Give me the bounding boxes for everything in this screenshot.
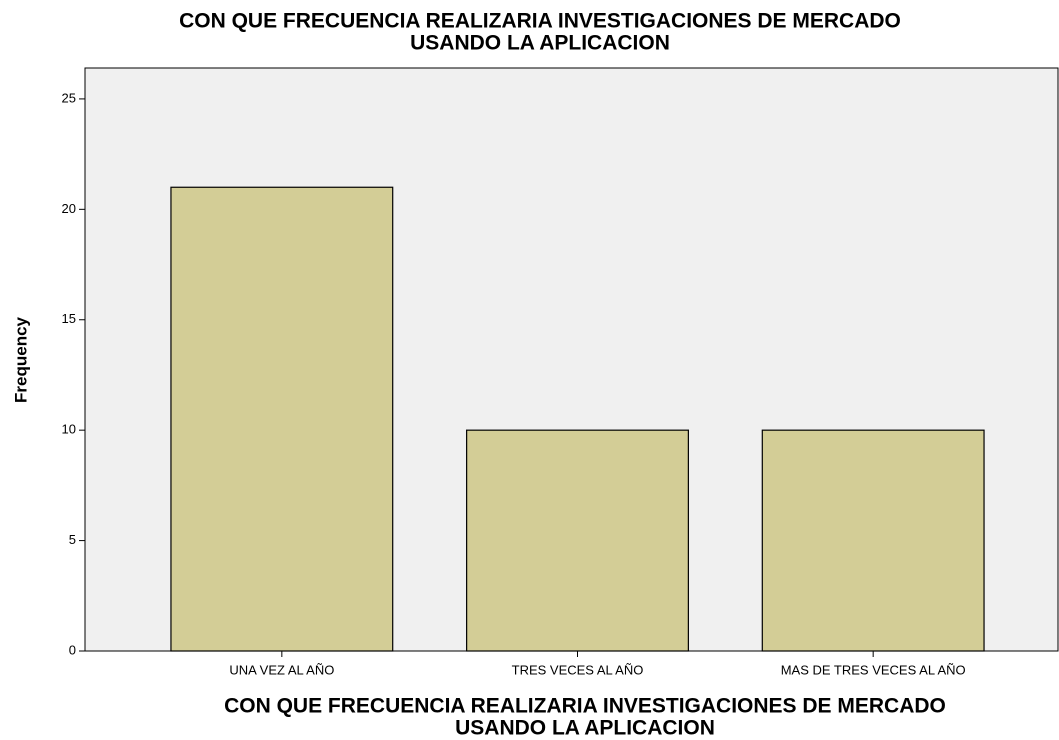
chart-title: USANDO LA APLICACION	[410, 32, 670, 55]
bar	[170, 186, 394, 652]
y-tick-label: 5	[69, 532, 76, 547]
x-tick-label: TRES VECES AL AÑO	[512, 662, 644, 677]
bar	[466, 429, 689, 652]
y-tick-label: 25	[62, 90, 76, 105]
bar	[761, 429, 985, 652]
x-axis-label: CON QUE FRECUENCIA REALIZARIA INVESTIGAC…	[224, 695, 946, 718]
y-tick-label: 15	[62, 311, 76, 326]
y-axis-label: Frequency	[11, 316, 30, 403]
y-tick-label: 10	[62, 422, 76, 437]
x-tick-label: UNA VEZ AL AÑO	[229, 662, 334, 677]
chart-title: CON QUE FRECUENCIA REALIZARIA INVESTIGAC…	[179, 10, 901, 33]
x-tick-label: MAS DE TRES VECES AL AÑO	[781, 662, 966, 677]
x-axis-label: USANDO LA APLICACION	[455, 717, 715, 740]
y-tick-label: 0	[69, 642, 76, 657]
y-tick-label: 20	[62, 201, 76, 216]
